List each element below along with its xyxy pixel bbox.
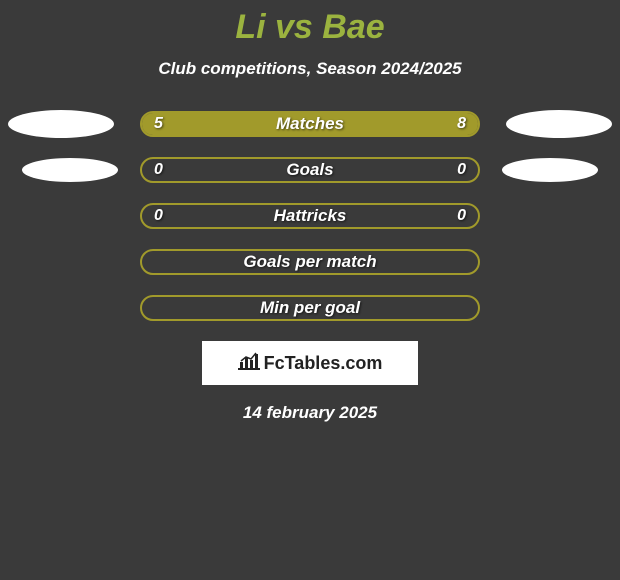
logo-box[interactable]: FcTables.com [202,341,418,385]
comparison-card: Li vs Bae Club competitions, Season 2024… [0,0,620,423]
logo-text: FcTables.com [264,353,383,374]
stat-bar: Goals per match [140,249,480,275]
left-slot [0,158,140,182]
stat-bar: 58Matches [140,111,480,137]
stat-label: Matches [142,113,478,135]
stat-label: Goals per match [142,251,478,273]
stat-row: 58Matches [0,111,620,137]
stat-bar: 00Hattricks [140,203,480,229]
player-left-oval [8,110,114,138]
logo: FcTables.com [238,352,383,375]
player-right-oval [506,110,612,138]
stat-bar: Min per goal [140,295,480,321]
player-left-oval [22,158,118,182]
stat-label: Hattricks [142,205,478,227]
stat-row: Goals per match [0,249,620,275]
right-slot [480,110,620,138]
left-slot [0,110,140,138]
stat-label: Min per goal [142,297,478,319]
stat-row: 00Goals [0,157,620,183]
page-title: Li vs Bae [0,8,620,47]
subtitle: Club competitions, Season 2024/2025 [0,59,620,79]
stat-row: 00Hattricks [0,203,620,229]
right-slot [480,158,620,182]
stat-bar: 00Goals [140,157,480,183]
player-right-oval [502,158,598,182]
stats-rows: 58Matches 00Goals 00Hattricks Goals per mat… [0,111,620,321]
bar-chart-icon [238,352,260,375]
stat-label: Goals [142,159,478,181]
date: 14 february 2025 [0,403,620,423]
stat-row: Min per goal [0,295,620,321]
